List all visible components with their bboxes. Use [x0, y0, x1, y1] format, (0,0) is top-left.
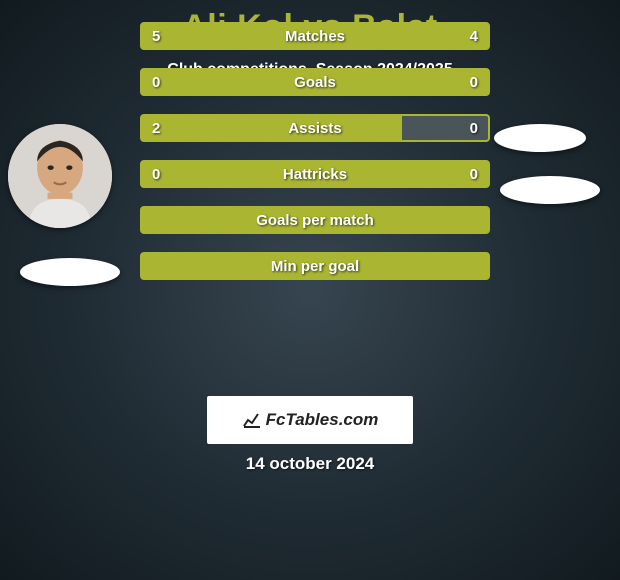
player-left-logo — [20, 258, 120, 286]
stat-label: Hattricks — [142, 162, 488, 186]
stat-bars: Matches54Goals00Assists20Hattricks00Goal… — [140, 22, 490, 298]
stat-value-right: 0 — [460, 162, 488, 186]
player-photo-icon — [8, 124, 112, 228]
stat-label: Matches — [142, 24, 488, 48]
stat-label: Assists — [142, 116, 488, 140]
player-right-avatar — [494, 124, 586, 152]
stat-row: Matches5 4 — [140, 22, 490, 50]
stat-value-right: 0 — [460, 70, 488, 94]
stat-value-left: 2 — [142, 116, 170, 140]
stat-value-right: 4 — [460, 24, 488, 48]
stat-row: Min per goal — [140, 252, 490, 280]
stat-row: Assists2 0 — [140, 114, 490, 142]
watermark-text: FcTables.com — [266, 410, 379, 430]
player-left-avatar — [8, 124, 112, 228]
stat-label: Goals — [142, 70, 488, 94]
stat-row: Goals per match — [140, 206, 490, 234]
stat-value-right: 0 — [460, 116, 488, 140]
stat-value-left: 0 — [142, 70, 170, 94]
stat-row: Hattricks0 0 — [140, 160, 490, 188]
stat-label: Min per goal — [142, 254, 488, 278]
watermark: FcTables.com — [207, 396, 413, 444]
stat-row: Goals0 0 — [140, 68, 490, 96]
stat-value-left: 0 — [142, 162, 170, 186]
stat-label: Goals per match — [142, 208, 488, 232]
date-label: 14 october 2024 — [0, 454, 620, 474]
stat-value-left: 5 — [142, 24, 170, 48]
player-right-logo — [500, 176, 600, 204]
chart-icon — [242, 410, 262, 430]
